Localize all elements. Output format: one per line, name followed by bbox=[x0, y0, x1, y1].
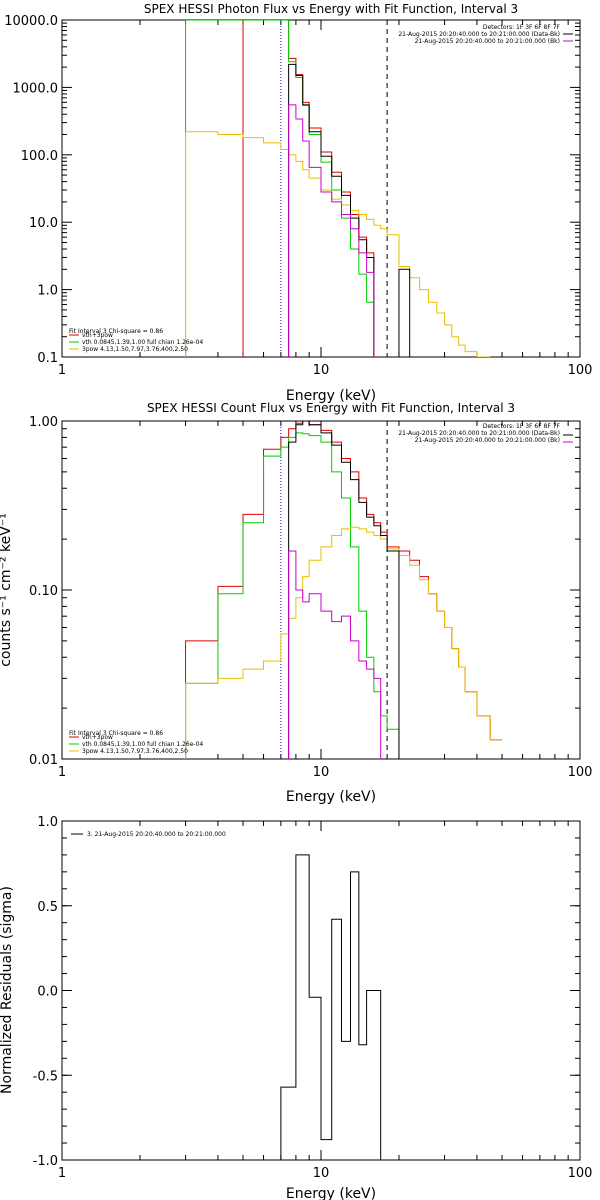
residuals-y-label: Normalized Residuals (sigma) bbox=[0, 886, 15, 1094]
plot-series-group bbox=[280, 854, 388, 1160]
y-tick-label: 1.0 bbox=[37, 284, 58, 299]
x-tick-label: 100 bbox=[568, 765, 593, 780]
y-tick-label: 1000.0 bbox=[13, 81, 59, 96]
plot-frame bbox=[61, 420, 581, 760]
y-tick-label: 100.0 bbox=[21, 149, 58, 164]
y-tick-label: 0.1 bbox=[37, 351, 58, 366]
count-y-label: counts s⁻¹ cm⁻² keV⁻¹ bbox=[0, 513, 14, 667]
series-line-3 bbox=[288, 421, 400, 759]
legend-entry: vth+3pow bbox=[82, 734, 113, 741]
y-tick-label: -1.0 bbox=[33, 1154, 58, 1169]
plot-area-0: 1 10 100 0.1 1.0 10.0 100.0 1000.0 10000.0 vth+3p… bbox=[4, 14, 592, 378]
series-line-1 bbox=[185, 20, 375, 357]
photon-fit-text: Fit Interval 3 Chi-square = 0.86 bbox=[69, 328, 163, 335]
x-tick-label: 1 bbox=[58, 1166, 66, 1181]
photon-info-1: Detectors: 1F 3F 6F 8F 7F bbox=[483, 24, 561, 31]
x-tick-label: 100 bbox=[568, 1166, 593, 1181]
photon-x-label: Energy (keV) bbox=[286, 388, 376, 404]
count-fit-text: Fit Interval 3 Chi-square = 0.86 bbox=[69, 730, 163, 737]
x-tick-label: 10 bbox=[313, 363, 330, 378]
legend-entry: vth 0.0845,1.39,1.00 full chian 1.26e-04 bbox=[82, 741, 203, 748]
y-tick-label: 0.01 bbox=[29, 753, 58, 768]
plot-area-2: 1 10 100 -1.0 -0.5 0.0 0.5 1.0 3. 21-Aug-2015 20… bbox=[33, 815, 593, 1181]
legend-entry: 3. 21-Aug-2015 20:20:40.000 to 20:21:00.… bbox=[87, 831, 226, 838]
y-tick-label: 1.0 bbox=[37, 815, 58, 830]
plot-series-group bbox=[185, 421, 503, 759]
x-tick-label: 10 bbox=[313, 765, 330, 780]
photon-flux-chart: SPEX HESSI Photon Flux vs Energy with Fi… bbox=[69, 2, 561, 404]
legend-entry: 3pow 4.13,1.50,7.97,3.76,400,2.50 bbox=[82, 748, 188, 755]
count-chart-title: SPEX HESSI Count Flux vs Energy with Fit… bbox=[147, 401, 515, 415]
x-tick-label: 1 bbox=[58, 765, 66, 780]
y-tick-label: 0.10 bbox=[29, 584, 58, 599]
legend-entry: vth+3pow bbox=[82, 332, 113, 339]
y-tick-label: 0.5 bbox=[37, 900, 58, 915]
count-info-1: Detectors: 1F 3F 6F 8F 7F bbox=[483, 423, 561, 430]
series-line-3 bbox=[288, 63, 411, 357]
photon-info-2: 21-Aug-2015 20:20:40.000 to 20:21:00.000… bbox=[398, 31, 560, 38]
y-tick-label: 10000.0 bbox=[4, 14, 58, 29]
series-line-4 bbox=[288, 550, 382, 759]
y-tick-label: 1.00 bbox=[29, 415, 58, 430]
series-line-4 bbox=[288, 104, 375, 357]
photon-chart-title: SPEX HESSI Photon Flux vs Energy with Fi… bbox=[144, 2, 518, 16]
series-line-1 bbox=[185, 432, 400, 759]
x-tick-label: 100 bbox=[568, 363, 593, 378]
residuals-x-label: Energy (keV) bbox=[286, 1186, 376, 1200]
count-info-2: 21-Aug-2015 20:20:40.000 to 20:21:00.000… bbox=[398, 430, 560, 437]
y-tick-label: 0.0 bbox=[37, 985, 58, 1000]
x-tick-label: 1 bbox=[58, 363, 66, 378]
series-line-2 bbox=[185, 131, 491, 357]
count-x-label: Energy (keV) bbox=[286, 789, 376, 805]
residuals-chart: Energy (keV) Normalized Residuals (sigma… bbox=[0, 886, 376, 1200]
legend-entry: vth 0.0845,1.39,1.00 full chian 1.26e-04 bbox=[82, 339, 203, 346]
plot-series-group bbox=[185, 20, 491, 357]
legend-entry: 3pow 4.13,1.50,7.97,3.76,400,2.50 bbox=[82, 346, 188, 353]
x-tick-label: 10 bbox=[313, 1166, 330, 1181]
series-line-0 bbox=[185, 421, 503, 759]
series-line-2 bbox=[185, 526, 503, 759]
count-flux-chart: SPEX HESSI Count Flux vs Energy with Fit… bbox=[0, 401, 561, 805]
residuals-line bbox=[280, 854, 388, 1160]
y-tick-label: -0.5 bbox=[33, 1069, 58, 1084]
photon-info-3: 21-Aug-2015 20:20:40.000 to 20:21:00.000… bbox=[415, 38, 560, 45]
y-tick-label: 10.0 bbox=[29, 216, 58, 231]
series-line-0 bbox=[242, 20, 375, 357]
count-info-3: 21-Aug-2015 20:20:40.000 to 20:21:00.000… bbox=[415, 437, 560, 444]
